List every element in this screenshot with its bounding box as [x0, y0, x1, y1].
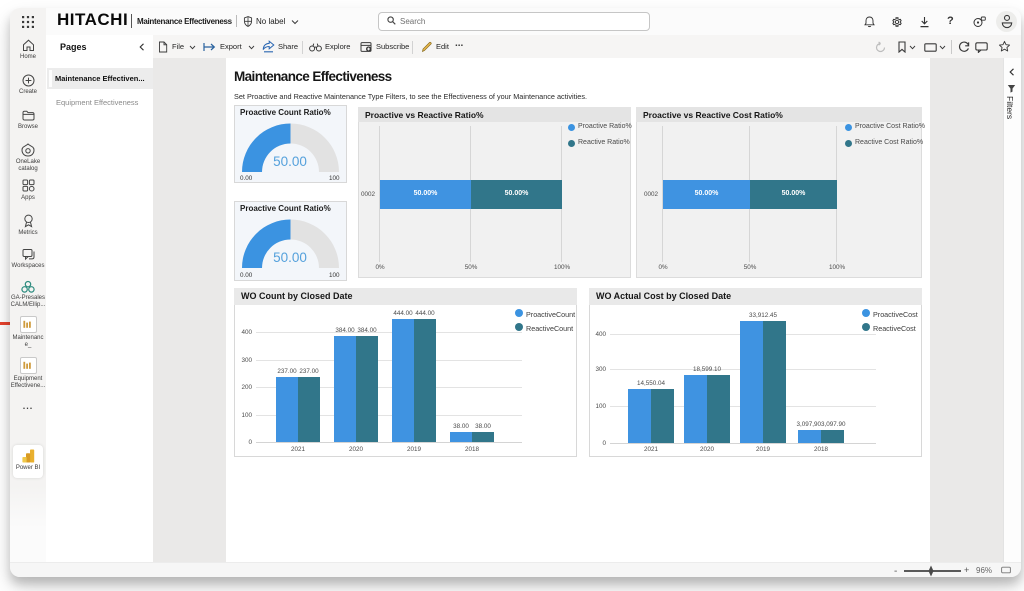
- svg-text:50.00: 50.00: [273, 154, 307, 169]
- svg-text:50.00: 50.00: [273, 250, 307, 265]
